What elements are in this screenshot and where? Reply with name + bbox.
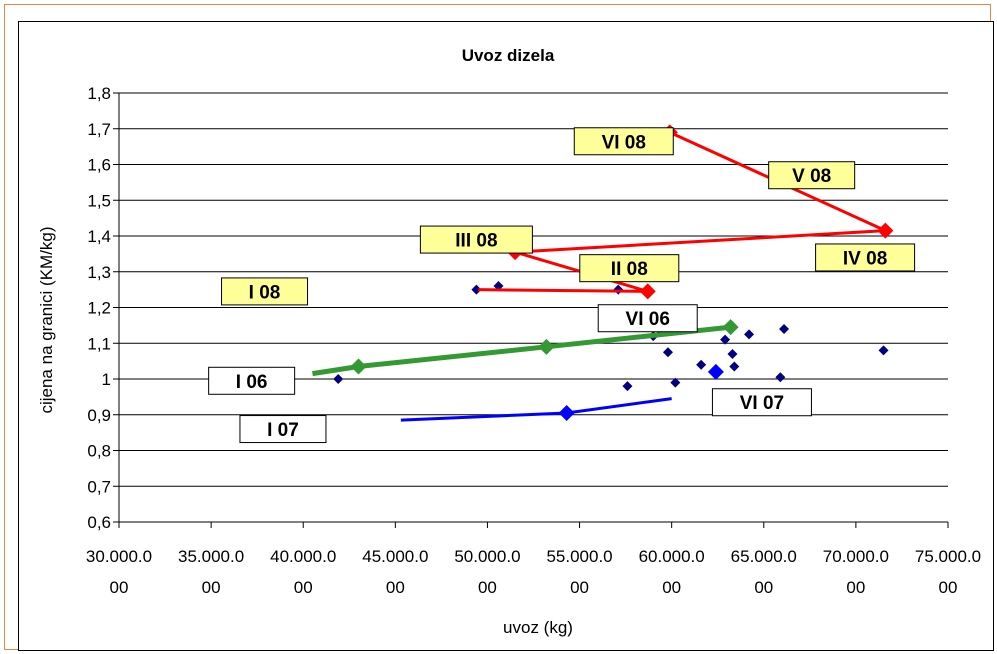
chart-frame — [4, 4, 994, 651]
data-label: I 07 — [267, 420, 299, 441]
x-tick-label: 40.000.0 — [270, 547, 336, 566]
data-label-box — [573, 127, 674, 156]
x-tick-label-line2: 00 — [110, 578, 129, 597]
x-tick-label: 45.000.0 — [362, 547, 428, 566]
y-tick-label: 0,8 — [87, 442, 111, 461]
data-label-box — [597, 304, 698, 333]
x-tick-label: 60.000.0 — [639, 547, 705, 566]
y-tick-label: 1,3 — [87, 263, 111, 282]
x-tick-label: 30.000.0 — [86, 547, 152, 566]
red-series-point — [639, 283, 656, 300]
x-tick-label-line2: 00 — [294, 578, 313, 597]
red-series-point — [877, 222, 894, 239]
y-tick-label: 1,8 — [87, 84, 111, 103]
x-tick-label-line2: 00 — [386, 578, 405, 597]
x-tick-label: 35.000.0 — [178, 547, 244, 566]
data-label-box — [768, 161, 856, 190]
scatter-point — [662, 347, 673, 358]
scatter-point — [670, 377, 681, 388]
data-label: III 08 — [455, 231, 497, 252]
x-tick-label: 70.000.0 — [823, 547, 889, 566]
data-label-box — [579, 254, 680, 283]
scatter-point — [707, 363, 724, 380]
scatter-point — [744, 329, 755, 340]
chart-title: Uvoz dizela — [462, 46, 555, 65]
y-tick-label: 1,2 — [87, 299, 111, 318]
blue-series-point — [558, 404, 575, 421]
blue-series-line — [400, 397, 672, 422]
data-label-box — [815, 243, 916, 272]
x-tick-label-line2: 00 — [662, 578, 681, 597]
data-label: I 06 — [236, 372, 268, 393]
x-tick-label-line2: 00 — [570, 578, 589, 597]
x-tick-label: 55.000.0 — [546, 547, 612, 566]
y-tick-label: 0,9 — [87, 406, 111, 425]
scatter-point — [333, 374, 344, 384]
data-label-box — [711, 388, 812, 417]
scatter-point — [729, 361, 740, 372]
x-tick-label: 50.000.0 — [454, 547, 520, 566]
scatter-point — [779, 323, 790, 334]
y-tick-label: 1,1 — [87, 334, 111, 353]
data-label: I 08 — [249, 282, 281, 303]
y-tick-label: 1,4 — [87, 227, 111, 246]
data-label: VI 08 — [602, 132, 646, 153]
scatter-point — [775, 372, 786, 383]
grid — [118, 92, 948, 523]
data-label-box — [208, 366, 296, 395]
green-series-point — [350, 358, 367, 375]
scatter-point — [622, 381, 633, 392]
data-label: IV 08 — [843, 248, 887, 269]
x-tick-label-line2: 00 — [939, 578, 958, 597]
scatter-point — [696, 359, 707, 370]
green-series-line — [312, 324, 731, 377]
axis-ticks: 0,6 0,7 0,8 0,9 1 1,1 1,2 1,3 1,4 1,5 1,6 1,7 1,8 30.… — [86, 84, 981, 597]
data-label: V 08 — [792, 166, 831, 187]
x-axis-label: uvoz (kg) — [503, 618, 573, 637]
x-tick-label-line2: 00 — [754, 578, 773, 597]
scatter-point — [878, 345, 889, 356]
y-tick-label: 0,6 — [87, 513, 111, 532]
series-layer — [312, 124, 894, 422]
data-label-box — [419, 225, 533, 254]
annotation-layer: VI 08 V 08 III 08 II 08 IV 08 I 08 VI 06 I 06 VI… — [208, 127, 916, 444]
data-label: VI 06 — [626, 309, 670, 330]
plot-frame — [18, 21, 994, 651]
green-series-point — [722, 319, 739, 336]
x-tick-label: 65.000.0 — [731, 547, 797, 566]
x-tick-label-line2: 00 — [202, 578, 221, 597]
data-label: II 08 — [611, 259, 648, 280]
y-tick-label: 0,7 — [87, 477, 111, 496]
data-label-box — [239, 415, 327, 444]
green-series-point — [538, 338, 555, 355]
y-tick-label: 1,5 — [87, 191, 111, 210]
x-tick-label-line2: 00 — [478, 578, 497, 597]
scatter-point — [727, 348, 738, 359]
x-tick-label: 75.000.0 — [915, 547, 981, 566]
data-label: VI 07 — [740, 393, 784, 414]
data-label-box — [221, 277, 309, 306]
scatter-point — [471, 284, 482, 295]
y-tick-label: 1,7 — [87, 120, 111, 139]
scatter-point — [720, 334, 731, 345]
y-tick-label: 1 — [102, 370, 111, 389]
y-axis-label: cijena na granici (KM/kg) — [37, 226, 56, 413]
y-tick-label: 1,6 — [87, 156, 111, 175]
x-tick-label-line2: 00 — [846, 578, 865, 597]
